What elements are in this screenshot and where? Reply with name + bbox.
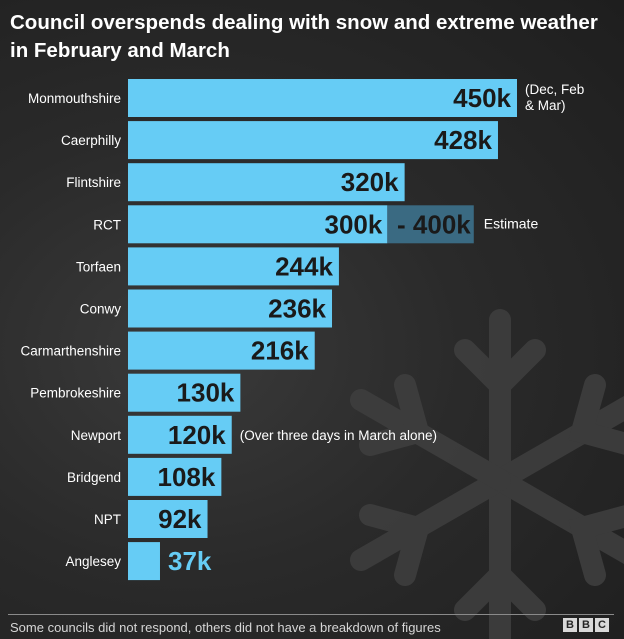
value-label: 108k <box>158 462 216 492</box>
bar <box>128 457 222 496</box>
value-label: 300k <box>324 209 382 239</box>
category-label: Flintshire <box>66 175 121 190</box>
value-label: 428k <box>434 125 492 155</box>
category-label: Pembrokeshire <box>30 386 121 401</box>
value-label: 450k <box>453 83 511 113</box>
bar <box>128 500 208 538</box>
bbc-logo-letter: B <box>563 618 577 632</box>
category-label: NPT <box>94 512 121 527</box>
category-label: Torfaen <box>76 259 121 274</box>
category-label: Anglesey <box>65 554 121 569</box>
category-label: Monmouthshire <box>28 91 121 106</box>
footer-divider <box>8 614 614 615</box>
value-label: 130k <box>177 378 235 408</box>
value-label: 236k <box>268 294 326 324</box>
estimate-bar <box>387 205 474 244</box>
footer-note: Some councils did not respond, others di… <box>10 620 441 635</box>
category-label: Conwy <box>80 302 122 317</box>
estimate-note: Estimate <box>484 215 539 231</box>
bar <box>128 289 333 328</box>
value-label: 37k <box>168 546 212 576</box>
bar <box>128 373 241 412</box>
category-label: RCT <box>93 217 121 232</box>
bar <box>128 79 517 117</box>
category-label: Bridgend <box>67 470 121 485</box>
bbc-logo-letter: C <box>595 618 609 632</box>
category-label: Caerphilly <box>61 133 121 148</box>
category-label: Newport <box>71 428 122 443</box>
annotation-text: (Dec, Feb <box>525 82 584 97</box>
annotation-text: (Over three days in March alone) <box>240 428 437 443</box>
bar <box>128 542 160 581</box>
bar <box>128 205 388 244</box>
bar <box>128 331 315 370</box>
bbc-logo: B B C <box>563 618 609 632</box>
annotation-text: & Mar) <box>525 98 566 113</box>
value-label: 244k <box>275 251 333 281</box>
bar-chart: Monmouthshire 450k (Dec, Feb& Mar) Caerphil… <box>20 79 584 581</box>
value-label: 92k <box>158 504 202 534</box>
bar <box>128 415 232 454</box>
bar <box>128 247 339 286</box>
bar <box>128 121 498 160</box>
chart-title: Council overspends dealing with snow and… <box>10 11 598 62</box>
value-label: 120k <box>168 420 226 450</box>
value-label: 216k <box>251 336 309 366</box>
category-label: Carmarthenshire <box>20 344 121 359</box>
bar <box>128 163 405 202</box>
value-label: 320k <box>341 167 399 197</box>
bbc-logo-letter: B <box>579 618 593 632</box>
estimate-value-label: - 400k <box>397 209 471 239</box>
